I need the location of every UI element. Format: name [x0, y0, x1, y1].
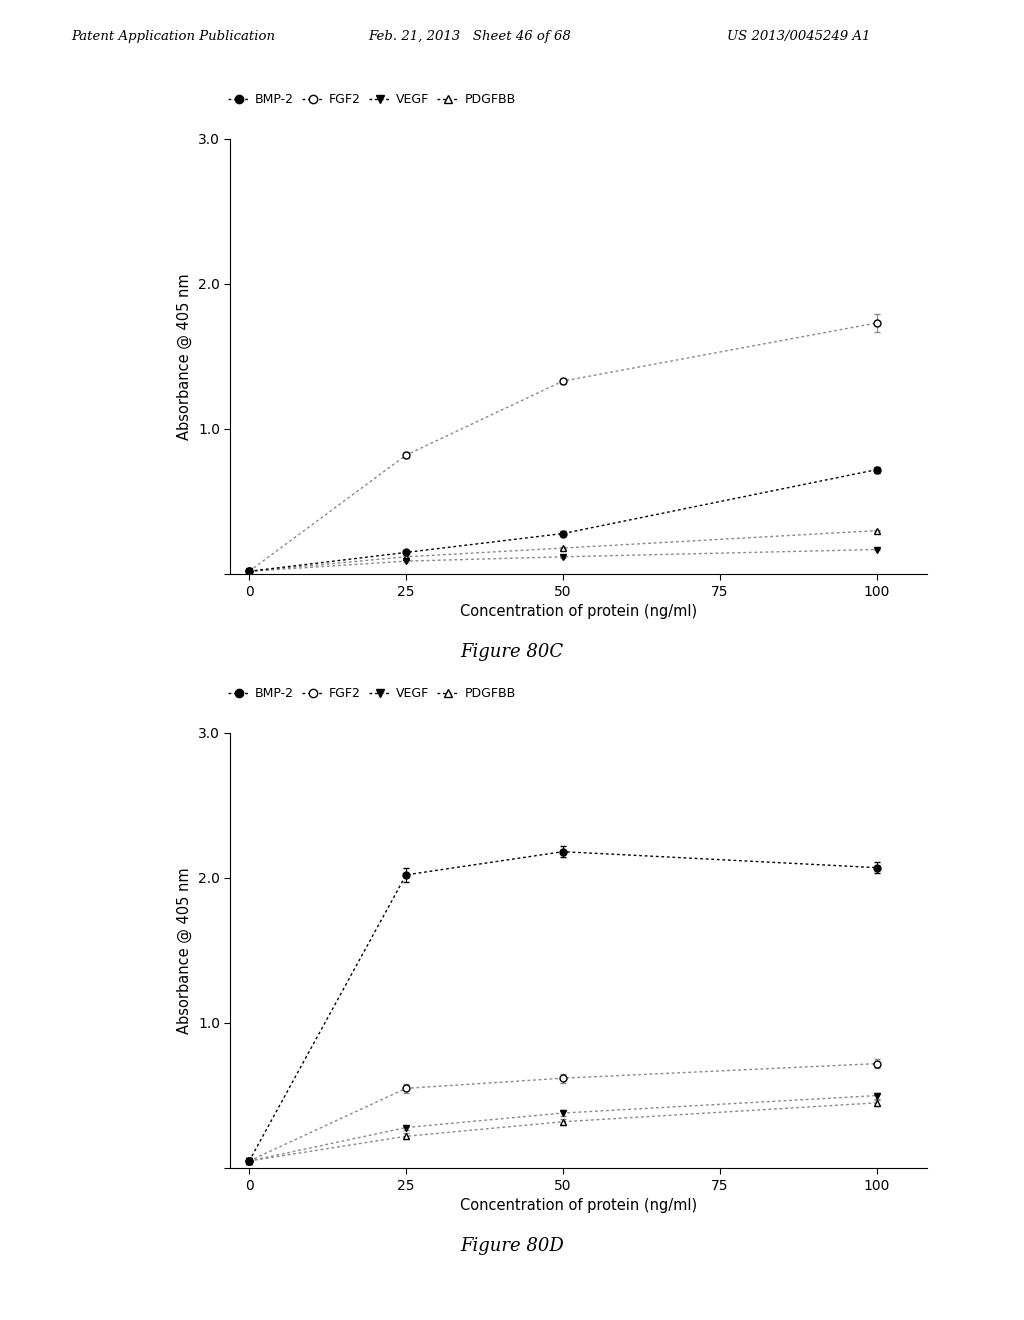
- Text: Patent Application Publication: Patent Application Publication: [72, 30, 275, 44]
- Y-axis label: Absorbance @ 405 nm: Absorbance @ 405 nm: [177, 273, 193, 440]
- X-axis label: Concentration of protein (ng/ml): Concentration of protein (ng/ml): [460, 605, 697, 619]
- Y-axis label: Absorbance @ 405 nm: Absorbance @ 405 nm: [177, 867, 193, 1034]
- Legend: BMP-2, FGF2, VEGF, PDGFBB: BMP-2, FGF2, VEGF, PDGFBB: [223, 88, 520, 111]
- Text: Feb. 21, 2013   Sheet 46 of 68: Feb. 21, 2013 Sheet 46 of 68: [369, 30, 571, 44]
- Text: Figure 80C: Figure 80C: [461, 643, 563, 661]
- Legend: BMP-2, FGF2, VEGF, PDGFBB: BMP-2, FGF2, VEGF, PDGFBB: [223, 682, 520, 705]
- Text: Figure 80D: Figure 80D: [460, 1237, 564, 1255]
- Text: US 2013/0045249 A1: US 2013/0045249 A1: [727, 30, 870, 44]
- X-axis label: Concentration of protein (ng/ml): Concentration of protein (ng/ml): [460, 1199, 697, 1213]
